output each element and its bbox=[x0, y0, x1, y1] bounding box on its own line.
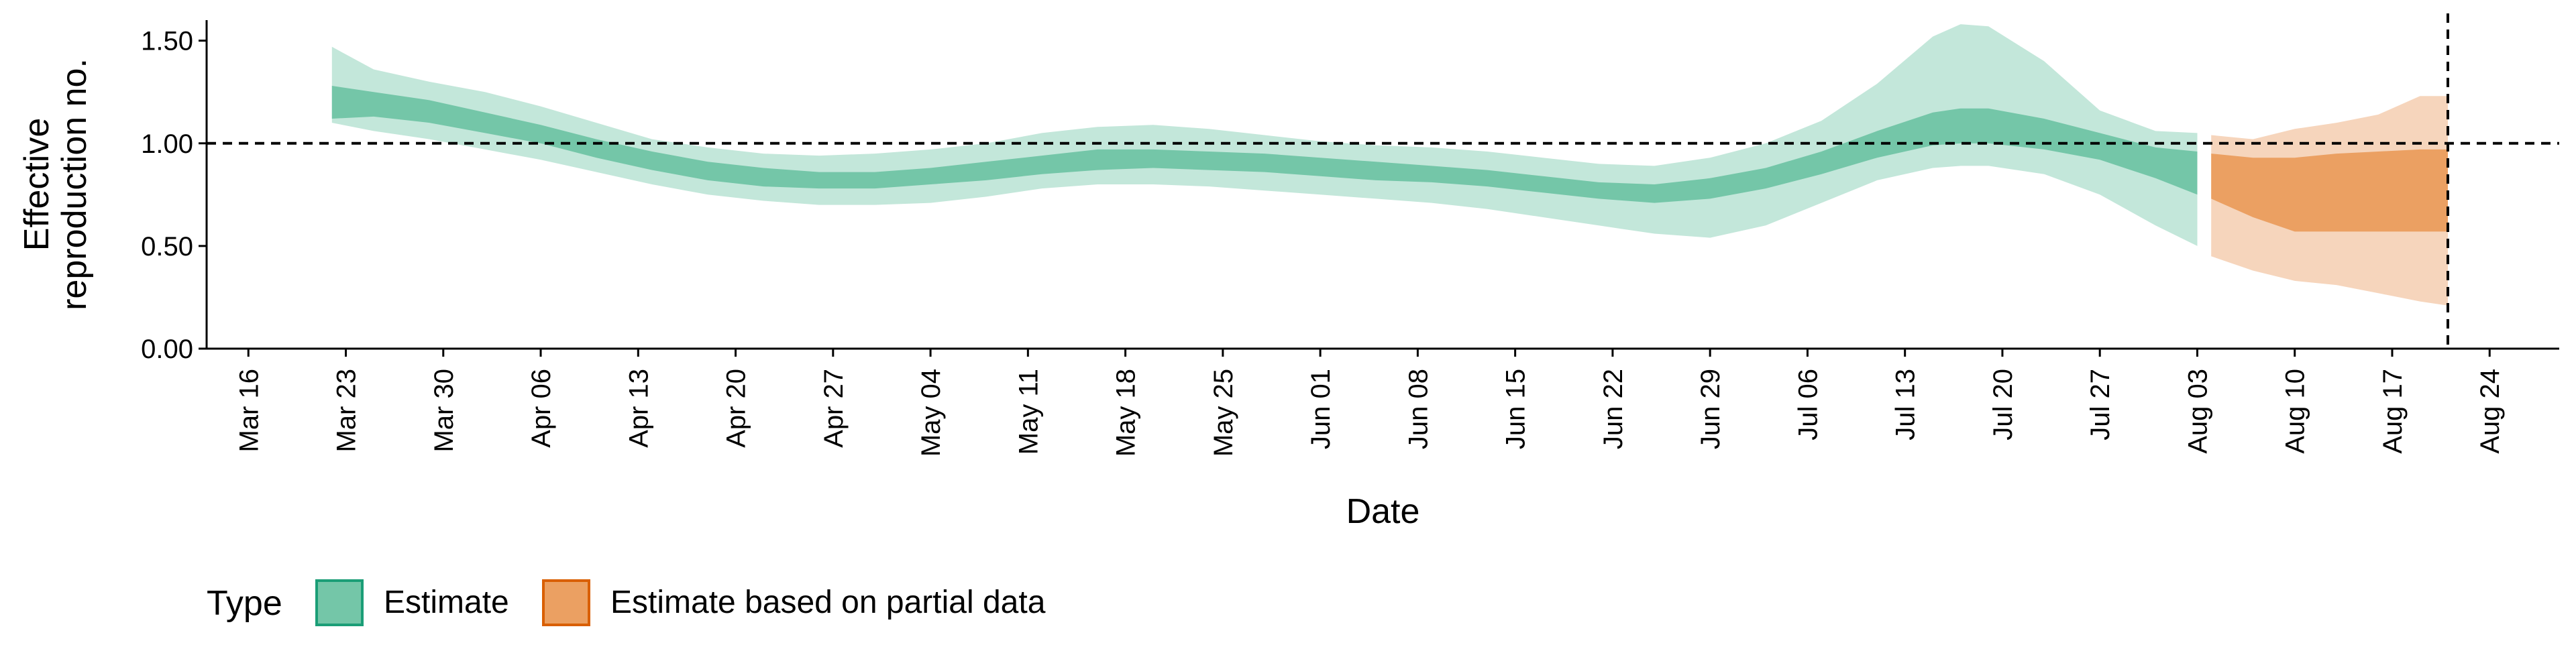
y-tick-label: 1.00 bbox=[141, 129, 193, 159]
estimate-band-50 bbox=[331, 86, 2198, 203]
x-tick-label: May 04 bbox=[916, 369, 946, 457]
y-axis-title-line: reproduction no. bbox=[55, 58, 94, 310]
x-tick-label: Aug 24 bbox=[2475, 369, 2505, 454]
y-tick-label: 0.00 bbox=[141, 335, 193, 364]
partial-estimate-band-50 bbox=[2211, 149, 2448, 232]
bands-layer bbox=[331, 24, 2448, 306]
legend-label: Estimate bbox=[384, 585, 509, 620]
x-tick-label: May 11 bbox=[1014, 369, 1043, 455]
y-tick-label: 1.50 bbox=[141, 27, 193, 56]
y-tick-label: 0.50 bbox=[141, 232, 193, 261]
x-tick-label: Jun 08 bbox=[1403, 369, 1433, 449]
x-tick-label: Jul 20 bbox=[1988, 369, 2018, 440]
x-tick-label: Mar 30 bbox=[429, 369, 459, 453]
x-tick-label: Aug 17 bbox=[2378, 369, 2408, 454]
x-tick-label: May 18 bbox=[1112, 369, 1141, 457]
legend: Type Estimate Estimate based on partial da… bbox=[207, 579, 1046, 626]
x-tick-label: Apr 27 bbox=[819, 369, 849, 448]
x-tick-label: Jul 27 bbox=[2086, 369, 2115, 440]
x-tick-label: Jul 06 bbox=[1793, 369, 1823, 440]
x-tick-label: May 25 bbox=[1209, 369, 1238, 457]
x-tick-label: Apr 06 bbox=[527, 369, 556, 448]
legend-key-estimate bbox=[315, 579, 364, 626]
x-tick-label: Apr 13 bbox=[624, 369, 653, 448]
y-axis-title: Effectivereproduction no. bbox=[17, 58, 94, 310]
x-tick-label: Jun 15 bbox=[1501, 369, 1531, 449]
x-tick-label: Mar 16 bbox=[234, 369, 264, 453]
y-axis-title-line: Effective bbox=[17, 118, 56, 251]
legend-title: Type bbox=[207, 584, 282, 623]
legend-label: Estimate based on partial data bbox=[610, 585, 1046, 620]
x-tick-label: Aug 03 bbox=[2183, 369, 2212, 454]
reference-lines bbox=[207, 13, 2559, 349]
x-tick-label: Apr 20 bbox=[722, 369, 751, 448]
x-tick-label: Jul 13 bbox=[1891, 369, 1921, 440]
x-tick-label: Jun 29 bbox=[1696, 369, 1725, 449]
x-tick-label: Aug 10 bbox=[2281, 369, 2310, 454]
x-axis-title: Date bbox=[1346, 492, 1420, 531]
x-tick-label: Jun 22 bbox=[1599, 369, 1628, 449]
legend-key-partial-estimate bbox=[542, 579, 590, 626]
x-tick-label: Mar 23 bbox=[332, 369, 362, 453]
x-tick-label: Jun 01 bbox=[1306, 369, 1336, 449]
axes-layer: 0.00 0.50 1.00 1.50 Mar 16 Mar 23 Mar 30 Apr 06… bbox=[17, 20, 2559, 531]
